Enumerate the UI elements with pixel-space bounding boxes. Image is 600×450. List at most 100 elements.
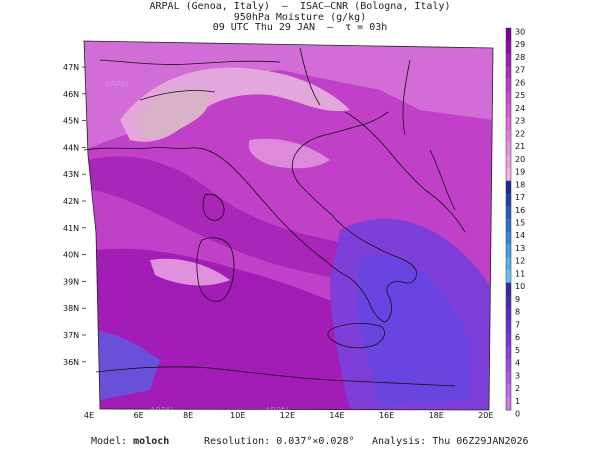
longitude-label: 8E (183, 411, 193, 420)
field-adriatic-patch (248, 138, 330, 169)
longitude-label: 20E (478, 411, 493, 420)
colorbar-label: 13 (515, 244, 525, 253)
colorbar-label: 11 (515, 269, 525, 278)
colorbar-label: 3 (515, 371, 520, 380)
colorbar-swatch (506, 371, 511, 385)
sardinia-coast (196, 237, 235, 302)
field-north-band (84, 41, 493, 150)
latitude-label: 37N (63, 331, 79, 340)
longitude-label: 10E (230, 411, 245, 420)
colorbar-swatch (506, 28, 511, 42)
colorbar-swatch (506, 257, 511, 271)
colorbar-swatch (506, 40, 511, 54)
latitude-label: 42N (63, 197, 79, 206)
footer-model: Model: moloch (91, 436, 169, 447)
colorbar-swatch (506, 142, 511, 156)
watermark-layer: ARPAL ARPAL ARPAL (105, 80, 291, 415)
title-line-3: 09 UTC Thu 29 JAN – τ = 03h (212, 22, 388, 33)
colorbar-label: 9 (515, 295, 520, 304)
colorbar-swatch (506, 359, 511, 373)
longitude-label: 16E (379, 411, 394, 420)
colorbar-label: 2 (515, 384, 520, 393)
longitude-label: 6E (134, 411, 144, 420)
colorbar-label: 28 (515, 53, 525, 62)
colorbar: 3029282726252423222120191817161514131211… (505, 27, 525, 419)
colorbar-label: 5 (515, 346, 520, 355)
colorbar-label: 1 (515, 397, 520, 406)
colorbar-swatch (506, 66, 511, 80)
colorbar-label: 19 (515, 168, 525, 177)
colorbar-swatch (506, 346, 511, 360)
latitude-label: 36N (63, 358, 79, 367)
latitude-label: 46N (63, 90, 79, 99)
field-tyrrhenian-patch (150, 258, 230, 286)
colorbar-swatch (506, 168, 511, 182)
domain-frame (83, 40, 494, 411)
footer-resolution: Resolution: 0.037°×0.028° (204, 436, 355, 447)
colorbar-swatch (506, 384, 511, 398)
colorbar-label: 22 (515, 129, 525, 138)
footer-analysis: Analysis: Thu 06Z29JAN2026 (372, 436, 529, 447)
colorbar-label: 25 (515, 91, 525, 100)
moisture-field (84, 41, 493, 410)
colorbar-swatch (506, 320, 511, 334)
colorbar-label: 24 (515, 104, 525, 113)
colorbar-swatch (506, 78, 511, 92)
africa-coast (95, 366, 456, 387)
watermark-text: ARPAL (265, 406, 291, 415)
watermark-text: ARPAL (150, 406, 176, 415)
colorbar-label: 20 (515, 155, 525, 164)
colorbar-swatch (506, 282, 511, 296)
latitude-label: 47N (63, 63, 79, 72)
colorbar-swatch (506, 219, 511, 233)
latitude-label: 44N (63, 143, 79, 152)
colorbar-label: 8 (515, 308, 520, 317)
colorbar-swatch (506, 53, 511, 67)
colorbar-label: 17 (515, 193, 525, 202)
colorbar-swatch (506, 333, 511, 347)
colorbar-swatch (506, 206, 511, 220)
colorbar-swatch (506, 231, 511, 245)
colorbar-label: 18 (515, 180, 525, 189)
colorbar-swatch (506, 244, 511, 258)
latitude-label: 41N (63, 224, 79, 233)
colorbar-label: 0 (515, 410, 520, 419)
latitude-labels: 47N 46N 45N 44N 43N 42N 41N 40N 39N 38N 37N 36N (63, 63, 86, 367)
title-line-1: ARPAL (Genoa, Italy) – ISAC–CNR (Bologna… (149, 1, 451, 12)
longitude-label: 12E (280, 411, 295, 420)
watermark-text: ARPAL (105, 80, 131, 89)
sicily-coast (327, 322, 385, 349)
longitude-label: 18E (429, 411, 444, 420)
title-line-2: 950hPa Moisture (g/kg) (233, 12, 367, 23)
colorbar-label: 4 (515, 359, 520, 368)
colorbar-swatch (506, 180, 511, 194)
colorbar-label: 29 (515, 40, 525, 49)
colorbar-label: 21 (515, 142, 525, 151)
colorbar-swatch (506, 308, 511, 322)
field-west-moist (96, 330, 160, 400)
latitude-label: 38N (63, 304, 79, 313)
colorbar-swatch (506, 91, 511, 105)
colorbar-label: 15 (515, 219, 525, 228)
colorbar-label: 14 (515, 231, 525, 240)
field-ionian-moister (355, 254, 470, 405)
corsica-coast (202, 193, 225, 221)
colorbar-swatch (506, 155, 511, 169)
colorbar-frame (505, 27, 512, 411)
model-label: Model: (91, 436, 128, 447)
colorbar-label: 30 (515, 28, 525, 37)
model-value: moloch (133, 436, 170, 447)
colorbar-label: 7 (515, 320, 520, 329)
latitude-label: 39N (63, 277, 79, 286)
colorbar-label: 6 (515, 333, 520, 342)
coastlines (83, 47, 466, 387)
latitude-label: 43N (63, 170, 79, 179)
land-borders (99, 47, 456, 211)
colorbar-swatch (506, 117, 511, 131)
italy-coast (83, 111, 417, 323)
field-alps-driest (135, 88, 210, 139)
longitude-label: 14E (329, 411, 344, 420)
colorbar-label: 26 (515, 78, 525, 87)
colorbar-label: 27 (515, 66, 525, 75)
